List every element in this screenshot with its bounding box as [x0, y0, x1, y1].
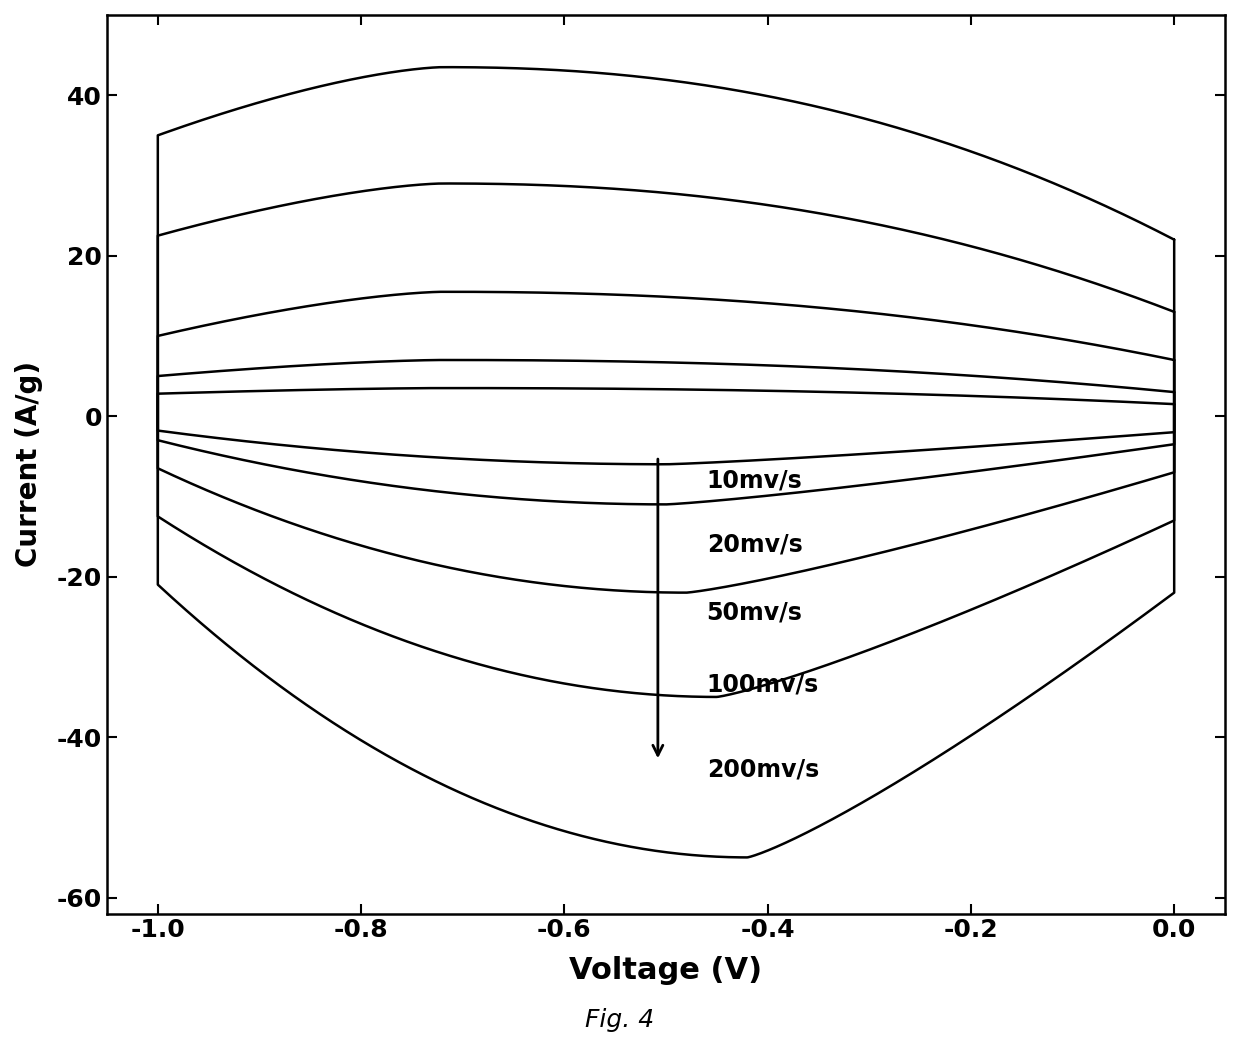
- Text: 10mv/s: 10mv/s: [707, 468, 802, 492]
- Text: 50mv/s: 50mv/s: [707, 600, 802, 625]
- X-axis label: Voltage (V): Voltage (V): [569, 957, 763, 986]
- Text: 20mv/s: 20mv/s: [707, 532, 802, 556]
- Text: Fig. 4: Fig. 4: [585, 1008, 655, 1032]
- Text: 200mv/s: 200mv/s: [707, 758, 818, 782]
- Y-axis label: Current (A/g): Current (A/g): [15, 362, 43, 567]
- Text: 100mv/s: 100mv/s: [707, 673, 818, 697]
